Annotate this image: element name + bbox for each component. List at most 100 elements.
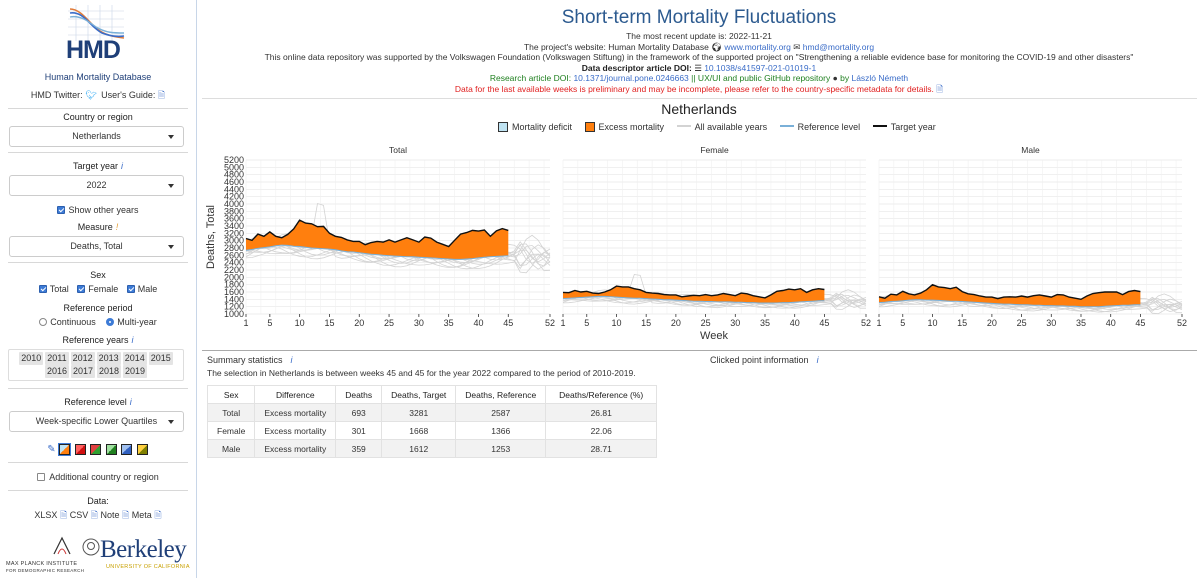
year-chip[interactable]: 2018 (97, 365, 122, 378)
color-scheme-green-red[interactable] (90, 444, 102, 456)
target-line (562, 285, 825, 299)
twitter-icon[interactable]: 🐦︎ (85, 90, 97, 100)
year-chip[interactable]: 2016 (44, 365, 69, 378)
year-chip[interactable]: 2019 (123, 365, 148, 378)
legend-deficit[interactable]: Mortality deficit (498, 122, 572, 132)
country-select[interactable]: Netherlands (9, 126, 184, 147)
color-scheme-green[interactable] (105, 444, 117, 456)
x-tick-label: 15 (324, 318, 334, 328)
info-icon[interactable]: i (290, 355, 293, 365)
legend-all-years[interactable]: All available years (676, 122, 767, 132)
country-value: Netherlands (72, 131, 121, 141)
y-tick-label: 1800 (224, 280, 244, 290)
summary-heading: Summary statistics i (207, 355, 293, 365)
page-title: Short-term Mortality Fluctuations (561, 7, 837, 28)
legend-reference[interactable]: Reference level (779, 122, 860, 132)
target-year-select[interactable]: 2022 (9, 175, 184, 196)
column-header[interactable]: Sex (206, 385, 256, 404)
minerva-seal-icon (82, 538, 100, 556)
x-tick-label: 30 (414, 318, 424, 328)
y-tick-label: 2400 (224, 258, 244, 268)
x-tick-label: 40 (473, 318, 483, 328)
x-tick-label: 10 (295, 318, 305, 328)
color-scheme-orange-blue[interactable] (58, 443, 72, 457)
file-icon[interactable]: 🗎 (936, 83, 944, 94)
other-year-line (562, 293, 866, 309)
reference-period-label: Reference period (63, 303, 133, 313)
target-year-value: 2022 (86, 180, 107, 190)
legend-target[interactable]: Target year (872, 122, 936, 132)
year-chip[interactable]: 2012 (70, 352, 95, 365)
database-icon: ☰ (694, 62, 702, 73)
funding-text: This online data repository was supporte… (264, 52, 1134, 62)
year-chip[interactable]: 2014 (122, 352, 147, 365)
info-icon[interactable]: i (131, 335, 134, 345)
x-tick-label: 35 (444, 318, 454, 328)
file-icon: 🗎 (154, 510, 162, 520)
show-other-years-checkbox[interactable]: Show other years (0, 205, 196, 215)
y-tick-label: 3800 (224, 206, 244, 216)
y-tick-label: 4600 (224, 177, 244, 187)
year-chip[interactable]: 2010 (19, 352, 44, 365)
sex-male-label: Male (137, 284, 158, 294)
column-header[interactable]: Difference (254, 385, 337, 404)
year-chip[interactable]: 2011 (45, 352, 69, 365)
website-text: The project's website: Human Mortality D… (523, 41, 709, 52)
year-chip[interactable]: 2017 (70, 365, 95, 378)
info-icon[interactable]: i (121, 161, 124, 171)
github-icon[interactable]: ● (832, 73, 838, 83)
year-chip[interactable]: 2013 (96, 352, 121, 365)
table-row[interactable]: Total Excess mortality 693 3281 2587 26.81 (206, 403, 658, 422)
legend-excess[interactable]: Excess mortality (584, 122, 664, 132)
table-cell: 2587 (455, 403, 547, 422)
multi-year-label: Multi-year (117, 317, 157, 327)
users-guide-icon[interactable]: 🗎 (157, 90, 166, 100)
x-tick-label: 20 (354, 318, 364, 328)
info-icon[interactable]: ! (115, 222, 119, 232)
table-row[interactable]: Male Excess mortality 359 1612 1253 28.71 (206, 439, 658, 458)
multi-year-radio[interactable]: Multi-year (106, 317, 157, 327)
download-xlsx-link[interactable]: XLSX 🗎 (34, 510, 68, 520)
checkbox-icon[interactable] (57, 206, 66, 214)
color-scheme-blue[interactable] (121, 444, 133, 456)
table-row[interactable]: Female Excess mortality 301 1668 1366 22.06 (206, 421, 658, 440)
chevron-down-icon (168, 184, 174, 188)
color-scheme-yellow[interactable] (136, 444, 148, 456)
continuous-radio[interactable]: Continuous (39, 317, 96, 327)
reference-level-select[interactable]: Week-specific Lower Quartiles (9, 411, 184, 432)
website-link[interactable]: www.mortality.org (724, 41, 791, 52)
download-note-link[interactable]: Note 🗎 (100, 510, 130, 520)
x-tick-label: 20 (671, 318, 681, 328)
y-tick-label: 1600 (224, 287, 244, 297)
table-cell: 301 (335, 421, 383, 440)
sex-female-checkbox[interactable]: Female (77, 284, 118, 294)
color-scheme-red[interactable] (74, 444, 86, 456)
download-meta-link[interactable]: Meta 🗎 (131, 510, 162, 520)
download-csv-link[interactable]: CSV 🗎 (69, 510, 98, 520)
table-cell: 693 (335, 403, 383, 422)
email-link[interactable]: hmd@mortality.org (802, 41, 875, 52)
measure-select[interactable]: Deaths, Total (9, 236, 184, 257)
info-icon[interactable]: i (129, 397, 132, 407)
additional-country-checkbox[interactable]: Additional country or region (0, 472, 196, 482)
column-header[interactable]: Deaths, Target (381, 385, 457, 404)
sex-male-checkbox[interactable]: Male (126, 284, 158, 294)
table-cell: Female (206, 421, 256, 440)
table-cell: 1668 (381, 421, 457, 440)
research-doi-link[interactable]: 10.1371/journal.pone.0246663 (573, 73, 689, 83)
year-chip[interactable]: 2015 (148, 352, 173, 365)
info-icon[interactable]: i (816, 355, 819, 365)
x-tick-label: 25 (384, 318, 394, 328)
table-cell: Excess mortality (254, 439, 337, 458)
author-link[interactable]: László Németh (851, 73, 909, 83)
column-header[interactable]: Deaths (335, 385, 383, 404)
sex-total-checkbox[interactable]: Total (38, 284, 69, 294)
berkeley-sub: UNIVERSITY OF CALIFORNIA (106, 564, 190, 570)
x-tick-label: 35 (1076, 318, 1086, 328)
descriptor-label: Data descriptor article DOI: (581, 62, 692, 73)
column-header[interactable]: Deaths/Reference (%) (545, 385, 658, 404)
column-header[interactable]: Deaths, Reference (455, 385, 547, 404)
x-tick-label: 15 (641, 318, 651, 328)
reference-years-select[interactable]: 2010 2011 2012 2013 2014 2015 2016 2017 2018 201… (8, 349, 184, 381)
descriptor-doi-link[interactable]: 10.1038/s41597-021-01019-1 (704, 62, 817, 73)
